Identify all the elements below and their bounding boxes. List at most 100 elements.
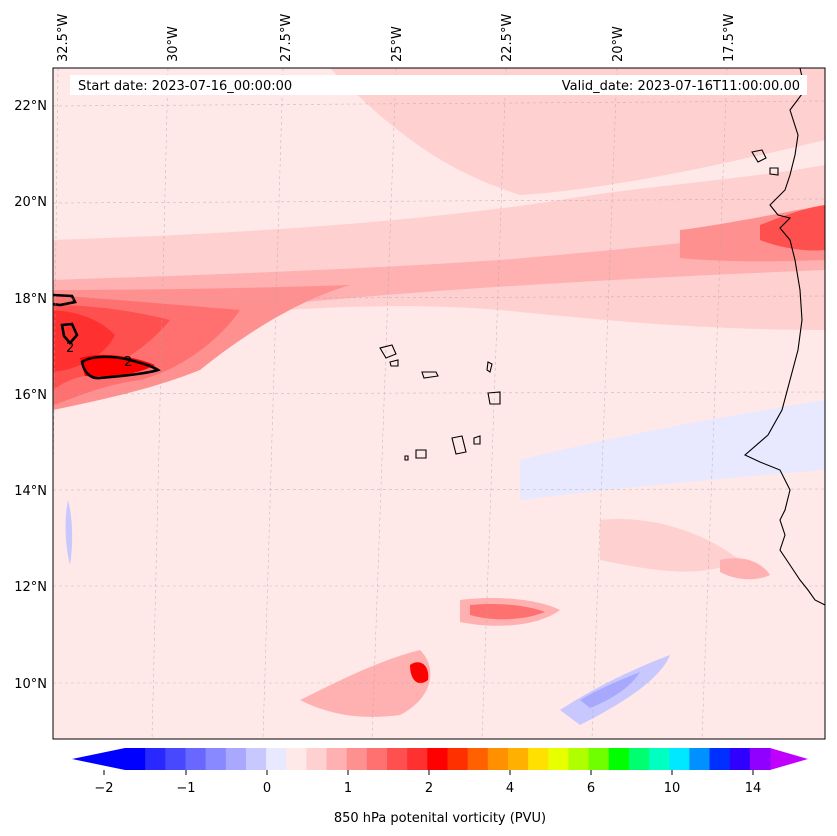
colorbar-segment [528, 748, 549, 770]
pv-pink-se2 [720, 558, 770, 580]
lat-tick-label: 12°N [14, 580, 47, 595]
colorbar-segment [427, 748, 448, 770]
colorbar-segment [507, 748, 529, 770]
cape-verde-4 [486, 361, 493, 373]
pv-south-3 [300, 650, 431, 717]
pv-south-core [410, 662, 429, 684]
lon-tick-label: 25°W [390, 26, 405, 62]
lon-tick-label: 20°W [611, 26, 626, 62]
cape-verde-5 [487, 391, 501, 405]
map-panel: 2 2 [53, 68, 825, 739]
pv-band-top [330, 68, 825, 195]
colorbar-tick-labels: −2 −1 0 1 2 4 6 10 14 [94, 781, 761, 796]
lat-tick-label: 10°N [14, 677, 47, 692]
lon-tick-label: 27.5°W [279, 14, 294, 62]
lat-tick-label: 14°N [14, 484, 47, 499]
map-frame [52, 67, 826, 740]
coastline [379, 68, 825, 606]
pv-blue-west [65, 500, 73, 565]
cape-verde-2 [389, 359, 399, 367]
colorbar-segment [407, 748, 428, 770]
lon-tick-label: 17.5°W [722, 14, 737, 62]
lat-tick-label: 22°N [14, 99, 47, 114]
lon-tick-label: 30°W [166, 26, 181, 62]
colorbar-segment [125, 748, 146, 770]
lon-tick-labels: 32.5°W 30°W 27.5°W 25°W 22.5°W 20°W 17.5… [56, 14, 737, 62]
contour-west-south [80, 355, 162, 380]
colorbar-extend-max [770, 748, 808, 770]
canary-island-1 [751, 149, 767, 163]
colorbar-tick-label: −2 [94, 781, 113, 796]
colorbar-segment [306, 748, 327, 770]
colorbar-tick-label: 14 [745, 781, 762, 796]
colorbar-segment [568, 748, 589, 770]
colorbar-extend-min [72, 748, 125, 770]
colorbar-segment [387, 748, 408, 770]
pv-contour-2 [53, 293, 162, 380]
colorbar-segment [145, 748, 166, 770]
cape-verde-3 [421, 371, 439, 379]
colorbar-tick-label: −1 [176, 781, 195, 796]
pv-blue-2 [580, 672, 640, 708]
lat-tick-labels: 22°N 20°N 18°N 16°N 14°N 12°N 10°N [14, 99, 47, 692]
lon-tick-label: 32.5°W [56, 14, 71, 62]
colorbar-segment [266, 748, 287, 770]
pv-blue-3 [520, 400, 825, 500]
contour-west-north [53, 293, 77, 307]
date-banner [70, 75, 807, 95]
valid-date: Valid_date: 2023-07-16T11:00:00.00 [562, 79, 800, 94]
field-background [53, 68, 825, 739]
contour-west-mid [60, 322, 79, 345]
colorbar-segment [326, 748, 348, 770]
colorbar-ticks [103, 770, 754, 775]
colorbar-segment [487, 748, 509, 770]
colorbar-segment [709, 748, 731, 770]
colorbar-segment [628, 748, 650, 770]
pv-pink-se [600, 519, 740, 572]
pv-field [53, 68, 825, 725]
canary-island-2 [769, 167, 779, 176]
colorbar-segment [467, 748, 489, 770]
colorbar-segment [225, 748, 247, 770]
colorbar-tick-label: 2 [425, 781, 433, 796]
colorbar-segment [689, 748, 710, 770]
pv-south-2 [470, 603, 545, 620]
colorbar-segment [447, 748, 469, 770]
colorbar-label: 850 hPa potenital vorticity (PVU) [334, 811, 546, 826]
colorbar-segment [205, 748, 227, 770]
colorbar-segment [749, 748, 771, 770]
start-date: Start date: 2023-07-16_00:00:00 [78, 79, 292, 94]
colorbar-segment [366, 748, 388, 770]
lat-tick-label: 20°N [14, 195, 47, 210]
colorbar-segment [588, 748, 610, 770]
colorbar-segment [729, 748, 751, 770]
colorbar-segment [548, 748, 569, 770]
lon-tick-label: 22.5°W [500, 14, 515, 62]
pv-east-core [760, 205, 825, 251]
cape-verde-9 [404, 455, 409, 461]
colorbar-tick-label: 4 [506, 781, 514, 796]
africa-coast [744, 68, 825, 606]
colorbar-segment [286, 748, 307, 770]
colorbar-segment [608, 748, 630, 770]
colorbar-segments [125, 748, 771, 770]
colorbar-segment [245, 748, 267, 770]
gridlines [53, 68, 825, 739]
pv-core-4 [80, 354, 155, 377]
colorbar-tick-label: 0 [263, 781, 271, 796]
contour-label-1: 2 [66, 341, 74, 356]
colorbar-segment [649, 748, 670, 770]
colorbar: −2 −1 0 1 2 4 6 10 14 850 hPa potenital … [72, 748, 808, 826]
colorbar-segment [669, 748, 690, 770]
colorbar-segment [165, 748, 186, 770]
cape-verde-7 [473, 435, 481, 445]
colorbar-segment [346, 748, 368, 770]
colorbar-tick-label: 6 [587, 781, 595, 796]
cape-verde-1 [379, 344, 397, 359]
colorbar-tick-label: 10 [664, 781, 681, 796]
cape-verde-6 [451, 435, 467, 455]
lat-tick-label: 18°N [14, 292, 47, 307]
colorbar-tick-label: 1 [344, 781, 352, 796]
contour-label-2: 2 [124, 355, 132, 370]
